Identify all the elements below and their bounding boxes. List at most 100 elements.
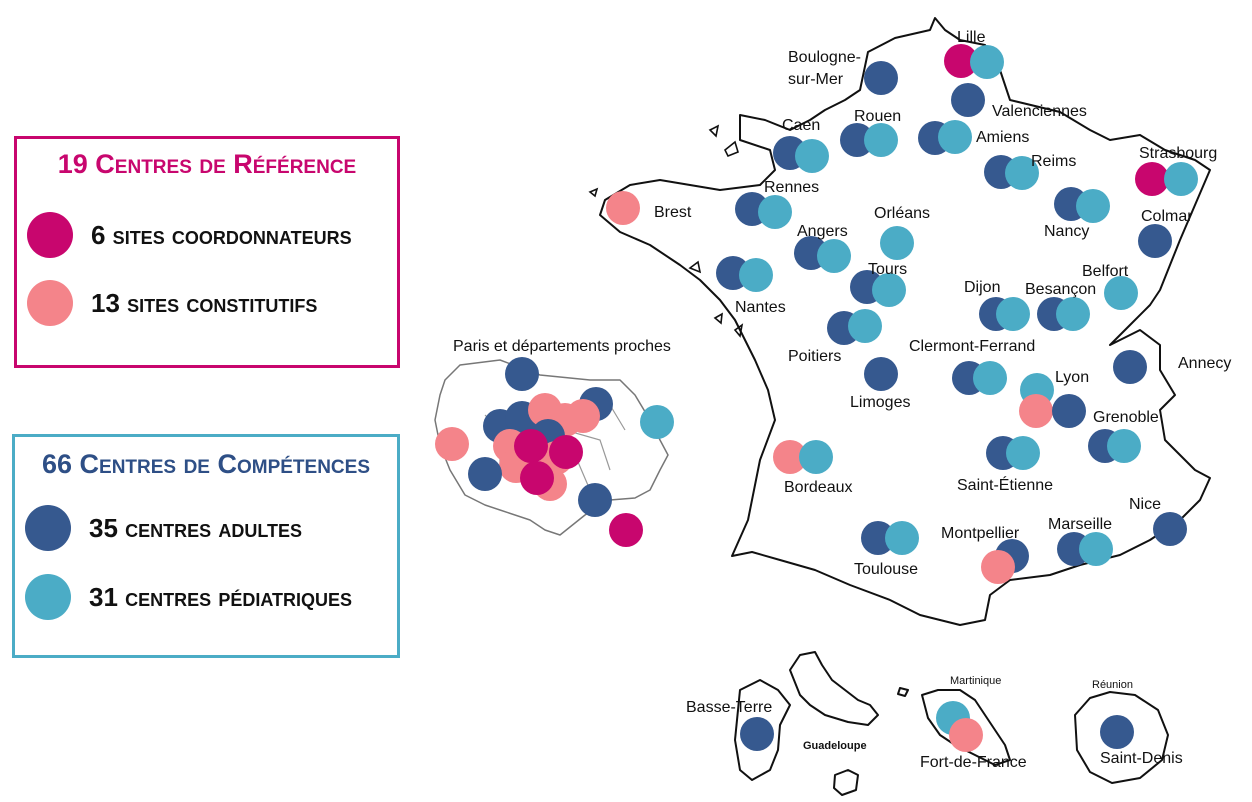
city-label: Lyon: [1055, 369, 1089, 386]
pediatric-site-marker: [880, 226, 914, 260]
city-basse-terre: Basse-Terre: [686, 699, 774, 751]
coast-islet: [588, 124, 744, 338]
city-label: Amiens: [976, 129, 1029, 146]
constitutive-site-marker: [981, 550, 1015, 584]
city-nice: Nice: [1129, 496, 1187, 546]
city-toulouse: Toulouse: [854, 521, 919, 578]
city-limoges: Limoges: [850, 357, 910, 411]
city-nantes: Nantes: [716, 256, 786, 316]
city-besancon: Besançon: [1025, 281, 1096, 331]
legend-row-adults: 35 centres adultes: [25, 504, 302, 552]
legend-row-coordinators: 6 sites coordonnateurs: [27, 211, 352, 259]
city-angers: Angers: [794, 223, 851, 273]
coordinator-site-marker: [944, 44, 978, 78]
competence-legend: 66 Centres de Compétences 35 centres adu…: [12, 434, 400, 658]
city-label: Angers: [797, 223, 848, 240]
reference-legend-title: 19 Centres de Référence: [57, 149, 357, 179]
constitutive-dot-icon: [27, 280, 73, 326]
pediatric-site-marker: [1006, 436, 1040, 470]
city-label: Belfort: [1082, 263, 1129, 280]
city-label: Nice: [1129, 496, 1161, 513]
city-label: Saint-Denis: [1100, 750, 1183, 767]
pediatric-site-marker: [799, 440, 833, 474]
city-valenciennes: Valenciennes: [951, 83, 1087, 120]
city-label: Toulouse: [854, 561, 918, 578]
legend-row-constitutive: 13 sites constitutifs: [27, 279, 317, 327]
pediatric-site-marker: [1056, 297, 1090, 331]
city-markers-layer: Lille Boulogne-sur-Mer Valenciennes Caen Rou…: [606, 29, 1231, 771]
city-label: Nancy: [1044, 223, 1089, 240]
adult-site-marker: [1153, 512, 1187, 546]
paris-marker: [468, 457, 502, 491]
paris-marker: [609, 513, 643, 547]
adult-site-marker: [1052, 394, 1086, 428]
coordinator-dot-icon: [27, 212, 73, 258]
city-saint-etienne: Saint-Étienne: [957, 436, 1053, 494]
city-label: Saint-Étienne: [957, 475, 1053, 494]
city-label: Lille: [957, 29, 986, 46]
city-caen: Caen: [773, 117, 829, 173]
city-label: Montpellier: [941, 525, 1020, 542]
pediatric-site-marker: [1104, 276, 1138, 310]
constitutive-site-marker: [1019, 394, 1053, 428]
constitutive-site-marker: [949, 718, 983, 752]
pediatric-site-marker: [758, 195, 792, 229]
constitutive-site-marker: [773, 440, 807, 474]
city-label: Caen: [782, 117, 820, 134]
legend-constitutive-text: 13 sites constitutifs: [91, 287, 318, 318]
city-label: Tours: [868, 261, 907, 278]
city-reims: Reims: [984, 153, 1076, 190]
city-poitiers: Poitiers: [788, 309, 882, 365]
adult-site-marker: [840, 123, 874, 157]
pediatric-site-marker: [1079, 532, 1113, 566]
city-label: Nantes: [735, 299, 786, 316]
pediatric-site-marker: [996, 297, 1030, 331]
city-fort-de-france: Fort-de-France: [920, 701, 1027, 771]
city-label: Rouen: [854, 108, 901, 125]
city-label: Colmar: [1141, 208, 1193, 225]
city-amiens: Amiens: [918, 120, 1029, 155]
pediatric-site-marker: [795, 139, 829, 173]
legend-coordinators-text: 6 sites coordonnateurs: [91, 219, 352, 250]
reunion-label: Réunion: [1092, 679, 1133, 691]
city-label: Annecy: [1178, 355, 1231, 372]
pediatric-dot-icon: [25, 574, 71, 620]
legend-adults-text: 35 centres adultes: [89, 512, 303, 543]
adult-site-marker: [861, 521, 895, 555]
pediatric-site-marker: [1076, 189, 1110, 223]
city-clermont-ferrand: Clermont-Ferrand: [909, 338, 1035, 395]
constitutive-site-marker: [606, 191, 640, 225]
city-label: Clermont-Ferrand: [909, 338, 1035, 355]
pediatric-site-marker: [864, 123, 898, 157]
city-label: Orléans: [874, 205, 930, 222]
legend-row-pediatric: 31 centres pédiatriques: [25, 573, 352, 621]
city-label: Grenoble: [1093, 409, 1159, 426]
city-colmar: Colmar: [1138, 208, 1193, 258]
paris-marker: [520, 461, 554, 495]
city-label: Dijon: [964, 279, 1000, 296]
adult-site-marker: [951, 83, 985, 117]
reference-legend: 19 Centres de Référence 6 sites coordonn…: [14, 136, 400, 368]
adult-site-marker: [1138, 224, 1172, 258]
competence-legend-title: 66 Centres de Compétences: [41, 449, 370, 479]
city-rouen: Rouen: [840, 108, 901, 157]
coordinator-site-marker: [1135, 162, 1169, 196]
city-boulogne-sur-mer: Boulogne-sur-Mer: [788, 49, 898, 95]
legend-pediatric-text: 31 centres pédiatriques: [89, 581, 353, 612]
city-label: Bordeaux: [784, 479, 853, 496]
city-label: Valenciennes: [992, 103, 1087, 120]
martinique-label: Martinique: [950, 675, 1001, 687]
adult-site-marker: [864, 357, 898, 391]
city-strasbourg: Strasbourg: [1135, 145, 1217, 196]
city-rennes: Rennes: [735, 179, 819, 229]
pediatric-site-marker: [739, 258, 773, 292]
pediatric-site-marker: [817, 239, 851, 273]
city-tours: Tours: [850, 261, 907, 307]
pediatric-site-marker: [938, 120, 972, 154]
city-lyon: Lyon: [1019, 369, 1089, 428]
pediatric-site-marker: [973, 361, 1007, 395]
city-label: Strasbourg: [1139, 145, 1217, 162]
pediatric-site-marker: [1005, 156, 1039, 190]
city-label: Poitiers: [788, 348, 841, 365]
